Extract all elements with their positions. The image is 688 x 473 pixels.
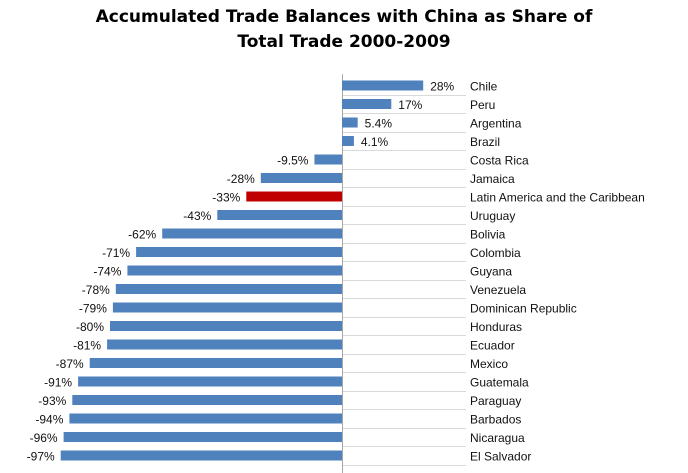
bar (115, 284, 342, 294)
category-label: Ecuador (470, 339, 515, 353)
category-label: Guatemala (470, 376, 529, 390)
data-label: -71% (102, 246, 130, 260)
data-label: -43% (183, 209, 211, 223)
data-label: -94% (35, 413, 63, 427)
chart-title-line-2: Total Trade 2000-2009 (237, 32, 451, 52)
data-label: -81% (73, 339, 101, 353)
data-label: -91% (44, 376, 72, 390)
category-label: Bolivia (470, 228, 506, 242)
category-label: Latin America and the Caribbean (470, 191, 645, 205)
category-label: Argentina (470, 117, 522, 131)
data-label: -9.5% (277, 154, 309, 168)
category-label: Honduras (470, 320, 522, 334)
bar (72, 395, 343, 405)
bar (78, 376, 342, 387)
category-label: El Salvador (470, 450, 531, 464)
category-label: Nicaragua (470, 431, 525, 445)
category-label: Costa Rica (470, 154, 529, 168)
category-label: Dominican Republic (470, 302, 577, 316)
category-label: Uruguay (470, 209, 515, 223)
category-label: Brazil (470, 135, 500, 149)
data-label: 17% (398, 98, 422, 112)
data-label: -79% (79, 302, 107, 316)
bar (136, 247, 342, 257)
category-label: Guyana (470, 265, 512, 279)
category-label: Mexico (470, 357, 508, 371)
bar (110, 321, 342, 331)
data-label: -80% (76, 320, 104, 334)
bar (69, 413, 343, 424)
category-label: Paraguay (470, 394, 521, 408)
bar (217, 210, 342, 220)
bar (107, 339, 342, 350)
bar (260, 173, 342, 183)
data-label: 4.1% (361, 135, 389, 149)
data-label: -96% (30, 431, 58, 445)
data-label: -87% (56, 357, 84, 371)
bar (60, 450, 342, 461)
category-label: Barbados (470, 413, 521, 427)
category-label: Colombia (470, 246, 521, 260)
bar (63, 432, 342, 442)
bar (112, 302, 343, 313)
data-label: -74% (93, 265, 121, 279)
bar (314, 154, 342, 165)
category-label: Peru (470, 98, 495, 112)
bar (342, 136, 354, 146)
category-label: Jamaica (470, 172, 515, 186)
chart-title-line-1: Accumulated Trade Balances with China as… (95, 7, 593, 27)
data-label: -93% (38, 394, 66, 408)
data-label: 5.4% (365, 117, 393, 131)
category-label: Venezuela (470, 283, 526, 297)
data-label: -62% (128, 228, 156, 242)
bar (342, 117, 358, 128)
bar (127, 265, 343, 276)
data-label: -33% (212, 191, 240, 205)
bar (89, 358, 342, 368)
data-label: -28% (227, 172, 255, 186)
data-label: -78% (82, 283, 110, 297)
bar (162, 228, 342, 239)
category-label: Chile (470, 80, 498, 94)
bar (342, 99, 392, 109)
data-label: 28% (430, 80, 454, 94)
bar (246, 191, 342, 202)
bar (342, 80, 424, 91)
data-label: -97% (27, 450, 55, 464)
